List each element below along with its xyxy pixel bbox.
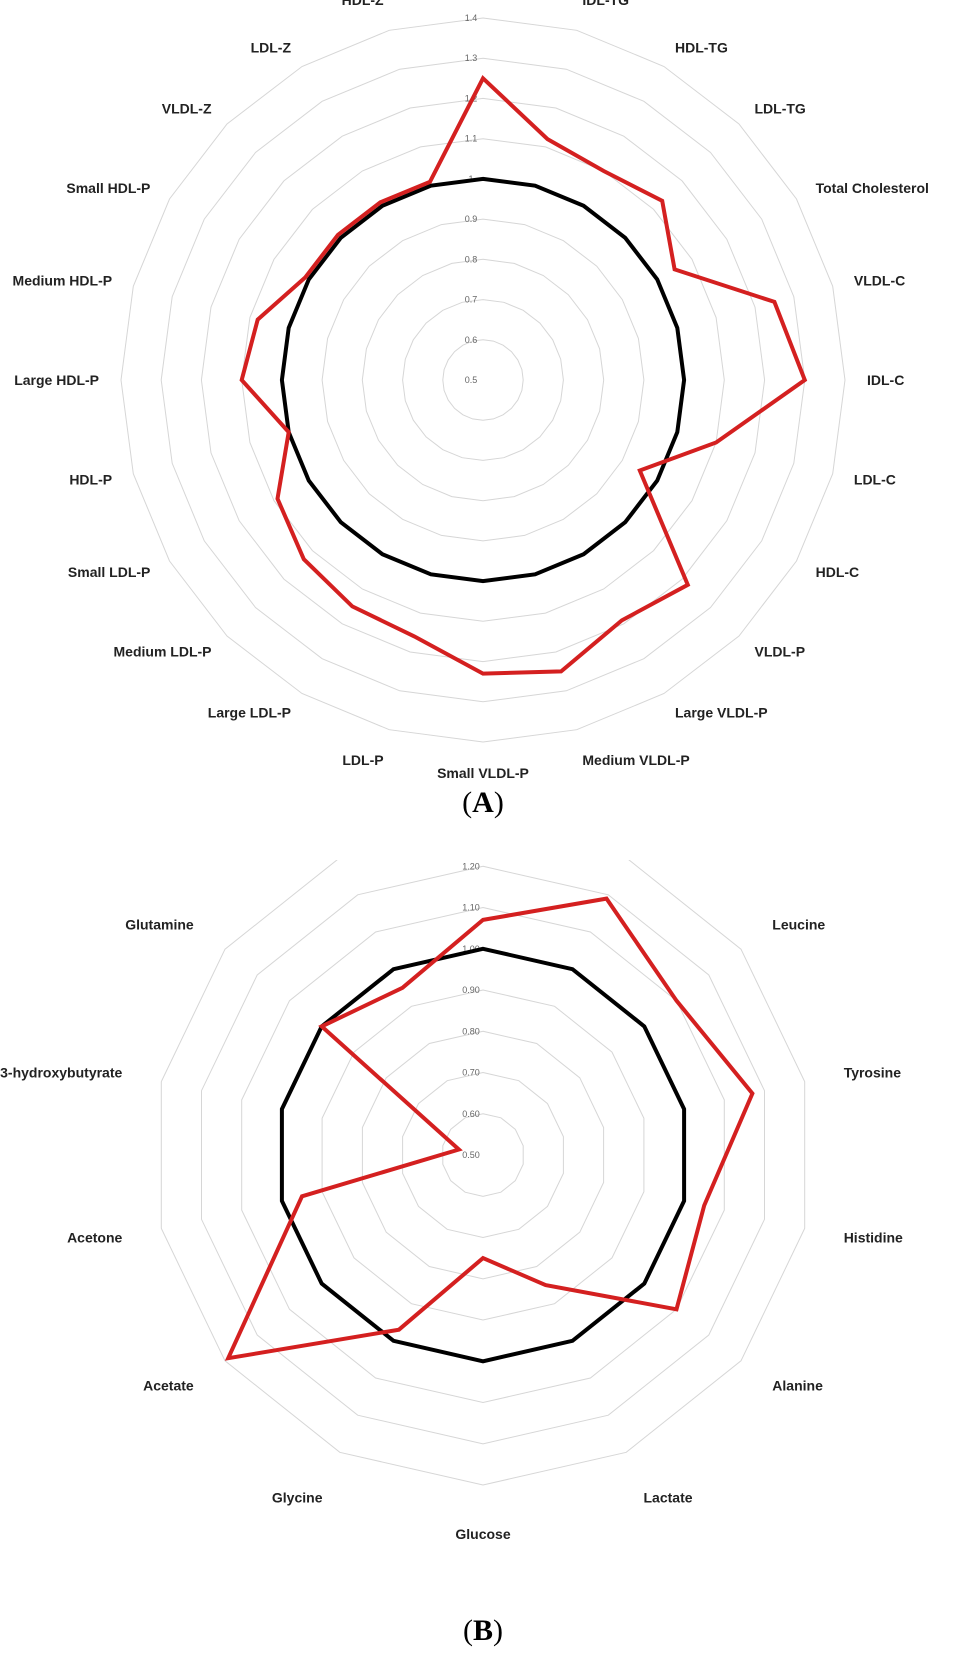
grid-ring	[402, 1071, 564, 1239]
category-label: Acetate	[143, 1378, 194, 1394]
tick-label: 0.5	[465, 375, 478, 385]
category-label: Glutamine	[125, 916, 194, 932]
category-label: Glycine	[272, 1489, 323, 1505]
category-label: IDL-C	[867, 372, 904, 388]
category-label: Small LDL-P	[68, 564, 150, 580]
panel-label: (B)	[463, 1614, 503, 1647]
grid-ring	[281, 178, 685, 582]
grid-ring	[442, 339, 524, 421]
category-label: HDL-P	[69, 471, 112, 487]
radar-chart-b: 0.500.600.700.800.901.001.101.201.30Vali…	[0, 860, 903, 1647]
tick-label: 1.1	[465, 134, 478, 144]
category-label: Alanine	[772, 1378, 823, 1394]
category-label: Medium VLDL-P	[582, 752, 689, 768]
radar-grid	[160, 860, 806, 1486]
grid-ring	[402, 299, 564, 461]
grid-ring	[241, 138, 725, 622]
category-label: Large HDL-P	[14, 372, 99, 388]
tick-label: 0.8	[465, 254, 478, 264]
tick-label: 1.00	[462, 944, 480, 954]
category-label: Tyrosine	[844, 1065, 902, 1081]
category-label: Large VLDL-P	[675, 705, 768, 721]
tick-label: 1.3	[465, 53, 478, 63]
category-label: Histidine	[844, 1229, 903, 1245]
category-label: IDL-TG	[582, 0, 629, 8]
category-label: HDL-Z	[342, 0, 384, 8]
category-label: Large LDL-P	[208, 705, 291, 721]
grid-ring	[160, 57, 806, 703]
grid-ring	[200, 97, 766, 663]
category-label: LDL-C	[854, 471, 896, 487]
series-line-1	[279, 176, 687, 584]
tick-labels: 0.500.600.700.800.901.001.101.201.30	[462, 861, 480, 1160]
grid-ring	[120, 17, 846, 743]
category-label: HDL-TG	[675, 39, 728, 55]
category-labels: ValineIsoleucineLeucineTyrosineHistidine…	[0, 916, 903, 1542]
category-label: Acetone	[67, 1229, 122, 1245]
category-label: VLDL-Z	[162, 101, 212, 117]
tick-label: 1.20	[462, 861, 480, 871]
category-label: Glucose	[455, 1526, 510, 1542]
tick-label: 0.7	[465, 295, 478, 305]
series-line-2	[224, 896, 755, 1361]
tick-label: 0.60	[462, 1109, 480, 1119]
category-label: LDL-Z	[251, 39, 292, 55]
tick-label: 0.70	[462, 1068, 480, 1078]
category-label: LDL-TG	[755, 101, 806, 117]
tick-label: 0.6	[465, 335, 478, 345]
category-label: Medium HDL-P	[13, 273, 113, 289]
grid-ring	[361, 258, 605, 502]
category-label: VLDL-C	[854, 273, 905, 289]
series-line-2	[239, 75, 808, 676]
tick-label: 1.4	[465, 13, 478, 23]
category-label: Small HDL-P	[66, 180, 150, 196]
grid-ring	[201, 865, 765, 1445]
series-line-1	[279, 946, 687, 1364]
category-label: Total Cholesterol	[816, 180, 929, 196]
category-label: LDL-P	[342, 752, 383, 768]
category-label: Small VLDL-P	[437, 765, 529, 781]
grid-ring	[241, 906, 725, 1404]
grid-ring	[160, 860, 806, 1486]
radar-chart-a: 0.50.60.70.80.911.11.21.31.4VLDL-TGIDL-T…	[13, 0, 929, 819]
category-label: Lactate	[644, 1489, 693, 1505]
grid-ring	[321, 218, 645, 542]
grid-ring	[321, 989, 645, 1321]
category-label: Leucine	[772, 916, 825, 932]
category-label: VLDL-P	[755, 644, 806, 660]
panel-label: (A)	[462, 786, 504, 819]
tick-label: 1.10	[462, 903, 480, 913]
grid-ring	[442, 1113, 524, 1197]
tick-label: 0.9	[465, 214, 478, 224]
category-label: 3-hydroxybutyrate	[0, 1065, 122, 1081]
radar-grid	[120, 17, 846, 743]
tick-label: 0.50	[462, 1150, 480, 1160]
grid-ring	[361, 1030, 605, 1280]
tick-label: 0.90	[462, 985, 480, 995]
tick-labels: 0.50.60.70.80.911.11.21.31.4	[465, 13, 478, 385]
category-label: HDL-C	[816, 564, 860, 580]
tick-label: 0.80	[462, 1026, 480, 1036]
category-label: Medium LDL-P	[114, 644, 212, 660]
